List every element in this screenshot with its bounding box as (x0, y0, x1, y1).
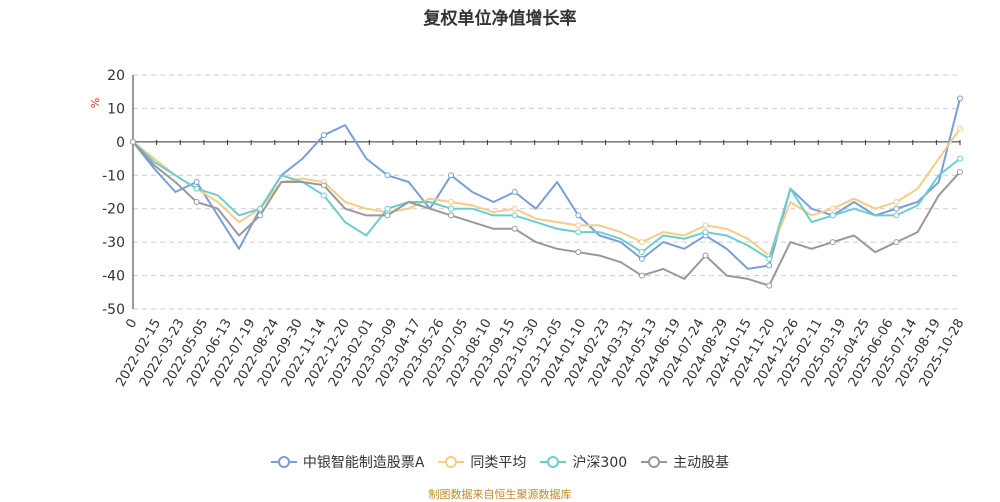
data-point[interactable] (893, 239, 900, 246)
data-point[interactable] (575, 222, 582, 229)
data-point[interactable] (384, 205, 391, 212)
series-line-0[interactable] (132, 98, 961, 270)
data-point[interactable] (384, 212, 391, 219)
series-line-3[interactable] (132, 141, 961, 287)
data-point[interactable] (702, 222, 709, 229)
data-source-note: 制图数据来自恒生聚源数据库 (428, 488, 572, 501)
chart-legend: 中银智能制造股票A 同类平均 沪深300 主动股基 (0, 452, 1000, 472)
data-point[interactable] (702, 252, 709, 259)
legend-label: 中银智能制造股票A (302, 455, 425, 471)
data-point[interactable] (193, 199, 200, 206)
data-point[interactable] (957, 155, 963, 162)
legend-item[interactable]: 沪深300 (540, 452, 627, 472)
data-point[interactable] (511, 205, 518, 212)
y-axis-label: % (89, 98, 102, 108)
data-point[interactable] (384, 172, 391, 179)
data-point[interactable] (448, 172, 455, 179)
data-point[interactable] (448, 199, 455, 206)
data-point[interactable] (193, 185, 200, 192)
y-tick-label: -20 (102, 202, 125, 218)
legend-label: 同类平均 (470, 455, 527, 471)
data-point[interactable] (766, 255, 773, 262)
data-point[interactable] (320, 182, 327, 189)
data-point[interactable] (702, 229, 709, 236)
data-point[interactable] (957, 95, 963, 102)
y-tick-label: -50 (102, 302, 125, 318)
data-point[interactable] (511, 225, 518, 232)
series-line-2[interactable] (132, 141, 961, 260)
legend-label: 主动股基 (673, 455, 730, 471)
data-point[interactable] (638, 239, 645, 246)
data-point[interactable] (766, 282, 773, 289)
series-line-1[interactable] (132, 127, 961, 257)
legend-marker-icon (641, 456, 668, 468)
x-tick-label: 0 (123, 317, 140, 332)
data-point[interactable] (957, 125, 963, 132)
data-point[interactable] (893, 199, 900, 206)
data-point[interactable] (829, 205, 836, 212)
y-tick-label: -10 (102, 168, 125, 184)
legend-marker-icon (540, 456, 567, 468)
data-point[interactable] (893, 205, 900, 212)
data-point[interactable] (130, 138, 136, 145)
y-tick-label: 20 (107, 68, 125, 84)
legend-label: 沪深300 (572, 455, 628, 471)
data-point[interactable] (257, 205, 264, 212)
data-point[interactable] (766, 262, 773, 269)
data-point[interactable] (193, 178, 200, 185)
legend-item[interactable]: 同类平均 (438, 452, 526, 472)
data-point[interactable] (638, 249, 645, 256)
data-point[interactable] (575, 249, 582, 256)
legend-item[interactable]: 主动股基 (641, 452, 729, 472)
data-point[interactable] (320, 132, 327, 139)
data-point[interactable] (575, 229, 582, 236)
y-tick-label: -30 (102, 235, 125, 251)
legend-marker-icon (438, 456, 465, 468)
data-point[interactable] (829, 212, 836, 219)
y-tick-label: 0 (116, 135, 125, 151)
data-point[interactable] (893, 212, 900, 219)
y-tick-label: -40 (102, 269, 125, 285)
data-point[interactable] (448, 212, 455, 219)
data-point[interactable] (320, 192, 327, 199)
y-tick-label: 10 (107, 101, 125, 117)
data-point[interactable] (638, 272, 645, 279)
data-point[interactable] (575, 212, 582, 219)
data-point[interactable] (511, 189, 518, 195)
legend-marker-icon (270, 456, 297, 468)
chart-title: 复权单位净值增长率 (423, 9, 577, 29)
data-point[interactable] (829, 239, 836, 246)
data-point[interactable] (957, 168, 963, 175)
data-point[interactable] (638, 255, 645, 262)
data-point[interactable] (257, 212, 264, 219)
legend-item[interactable]: 中银智能制造股票A (270, 452, 425, 472)
data-point[interactable] (511, 212, 518, 219)
data-point[interactable] (448, 205, 455, 212)
